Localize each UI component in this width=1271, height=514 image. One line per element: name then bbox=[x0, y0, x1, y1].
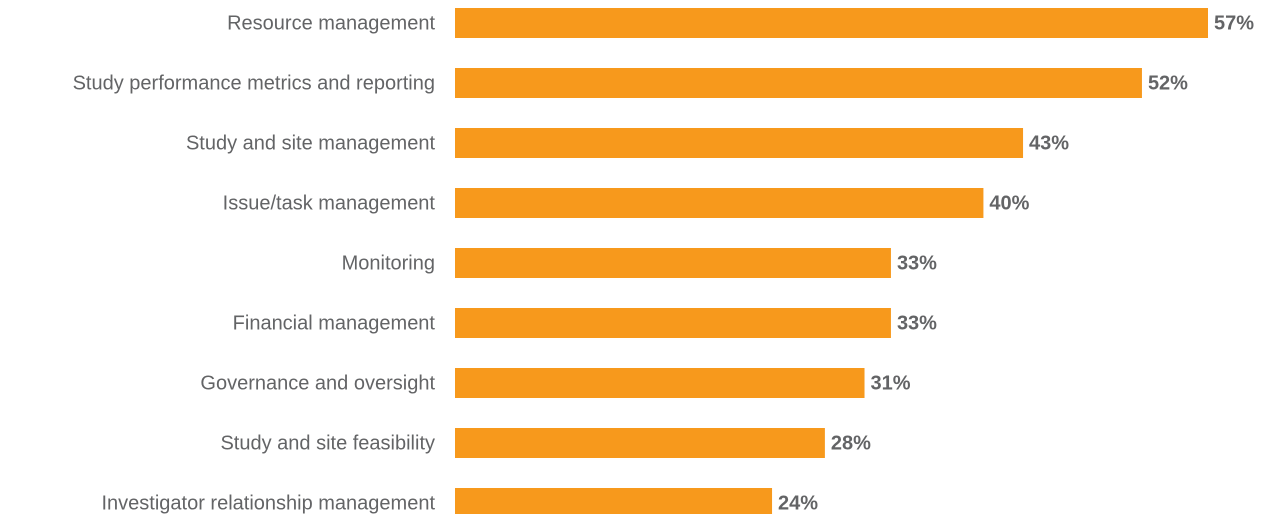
data-label: 28% bbox=[831, 432, 871, 454]
bar bbox=[455, 8, 1208, 38]
category-label: Issue/task management bbox=[223, 192, 436, 214]
bar bbox=[455, 368, 865, 398]
data-label: 33% bbox=[897, 252, 937, 274]
category-label: Monitoring bbox=[342, 252, 435, 274]
bar bbox=[455, 188, 984, 218]
category-label: Study and site feasibility bbox=[220, 432, 435, 454]
bar bbox=[455, 428, 825, 458]
data-label: 57% bbox=[1214, 12, 1254, 34]
data-label: 52% bbox=[1148, 72, 1188, 94]
bar bbox=[455, 248, 891, 278]
bar bbox=[455, 488, 773, 514]
bar bbox=[455, 68, 1142, 98]
bar bbox=[455, 308, 891, 338]
category-label: Investigator relationship management bbox=[101, 492, 435, 514]
data-label: 24% bbox=[778, 492, 818, 514]
category-label: Study and site management bbox=[186, 132, 435, 154]
category-label: Financial management bbox=[233, 312, 436, 334]
data-label: 33% bbox=[897, 312, 937, 334]
category-label: Study performance metrics and reporting bbox=[73, 72, 435, 94]
data-label: 43% bbox=[1029, 132, 1069, 154]
data-label: 40% bbox=[989, 192, 1029, 214]
data-label: 31% bbox=[871, 372, 911, 394]
category-label: Governance and oversight bbox=[200, 372, 435, 394]
category-label: Resource management bbox=[227, 12, 435, 34]
bar bbox=[455, 128, 1024, 158]
